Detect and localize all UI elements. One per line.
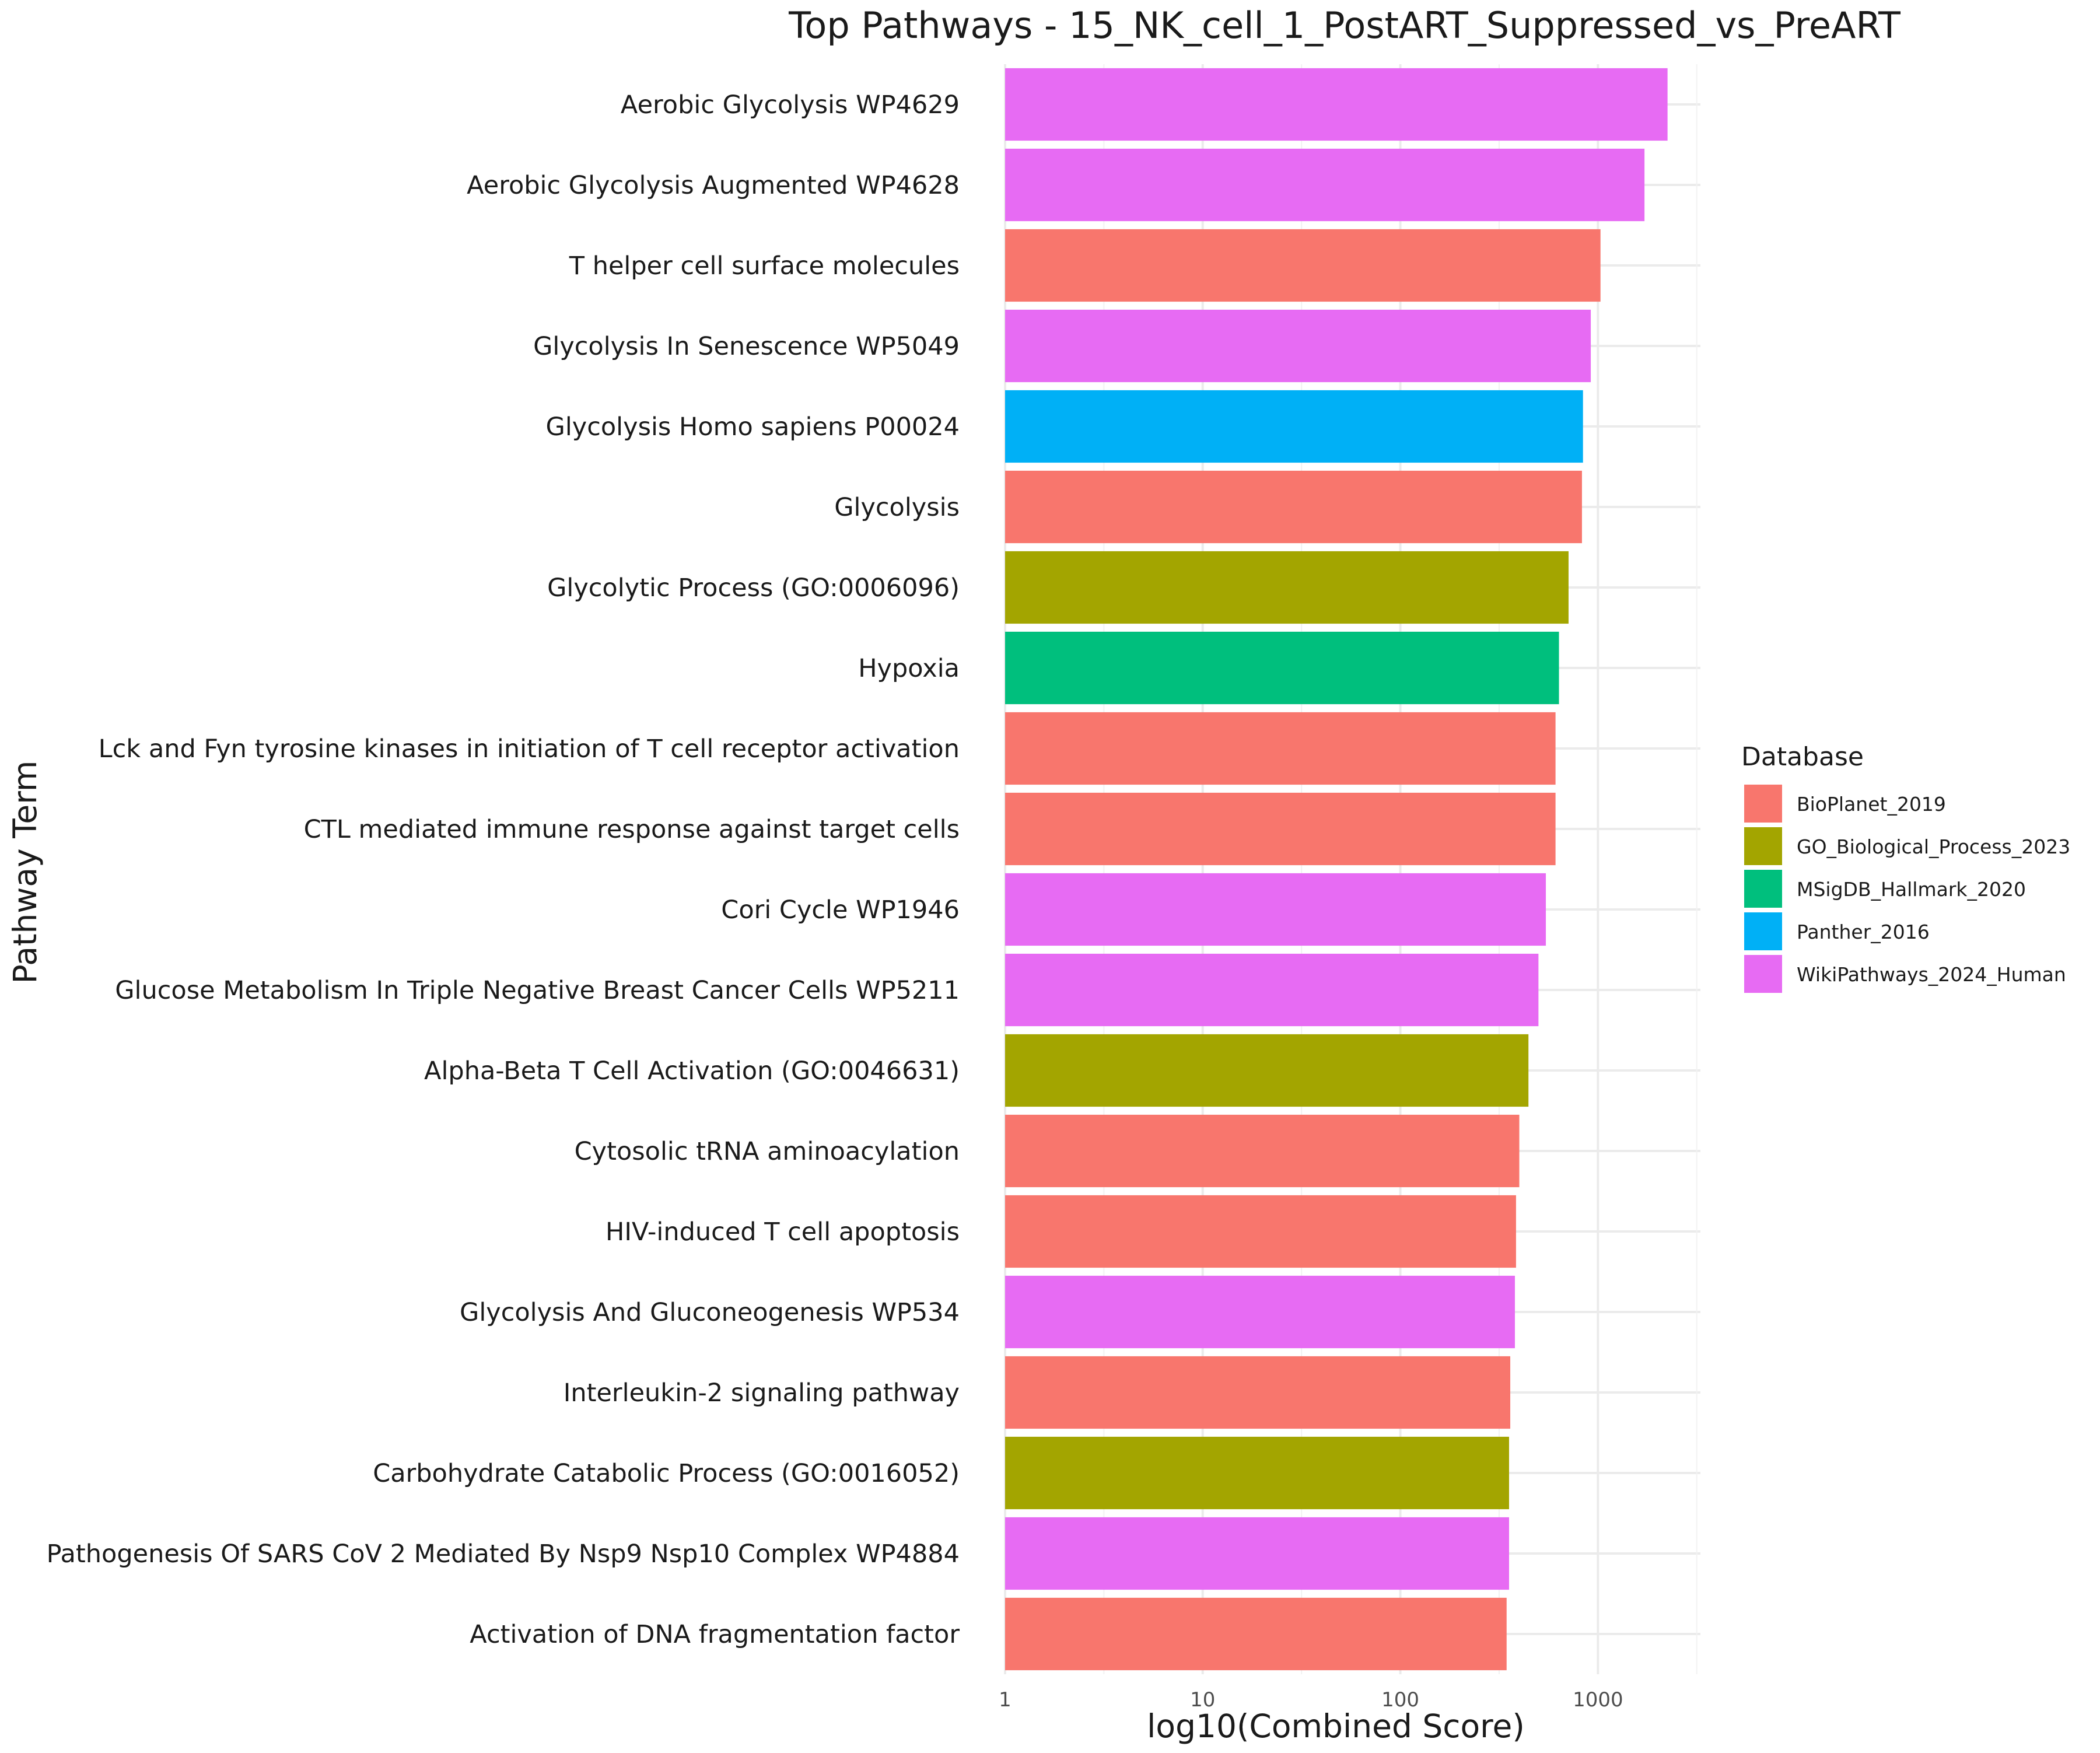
bar [1005, 1517, 1509, 1590]
y-tick-label: T helper cell surface molecules [569, 251, 960, 281]
bar [1005, 229, 1601, 302]
legend-swatch [1744, 785, 1782, 823]
chart-title: Top Pathways - 15_NK_cell_1_PostART_Supp… [788, 4, 1901, 47]
y-tick-label: Lck and Fyn tyrosine kinases in initiati… [99, 734, 960, 764]
bar [1005, 390, 1583, 463]
x-tick-label: 1 [999, 1688, 1012, 1712]
bar [1005, 470, 1582, 544]
y-tick-label: Glycolysis And Gluconeogenesis WP534 [460, 1298, 960, 1327]
grid-lines [1004, 64, 1700, 1674]
bar [1005, 953, 1539, 1027]
x-tick-label: 10 [1190, 1688, 1215, 1712]
legend-swatch [1744, 955, 1782, 993]
legend-label: MSigDB_Hallmark_2020 [1797, 878, 2026, 901]
bar [1005, 631, 1559, 705]
x-axis-title: log10(Combined Score) [1147, 1707, 1525, 1745]
bar [1005, 1436, 1509, 1510]
y-tick-label: Alpha-Beta T Cell Activation (GO:0046631… [424, 1056, 960, 1086]
y-tick-label: Interleukin-2 signaling pathway [564, 1378, 960, 1408]
x-tick-labels: 1 10 100 1000 [999, 1688, 1623, 1712]
bar [1005, 1275, 1515, 1349]
bar [1005, 1195, 1516, 1268]
bars [1005, 68, 1668, 1671]
legend-swatch [1744, 827, 1782, 865]
bar [1005, 873, 1546, 946]
bar [1005, 792, 1556, 866]
x-tick-label: 1000 [1573, 1688, 1623, 1712]
bar [1005, 1034, 1529, 1107]
y-tick-label: CTL mediated immune response against tar… [304, 815, 960, 844]
bar [1005, 712, 1556, 785]
legend-items: BioPlanet_2019 GO_Biological_Process_2023… [1744, 785, 2070, 993]
legend-label: WikiPathways_2024_Human [1797, 963, 2066, 986]
bar [1005, 1114, 1520, 1188]
y-tick-label: HIV-induced T cell apoptosis [606, 1217, 960, 1247]
legend-label: Panther_2016 [1797, 921, 1930, 943]
y-tick-label: Cytosolic tRNA aminoacylation [575, 1137, 960, 1166]
bar [1005, 68, 1668, 141]
y-tick-label: Hypoxia [858, 654, 960, 683]
bar [1005, 148, 1645, 222]
y-tick-label: Glucose Metabolism In Triple Negative Br… [115, 976, 960, 1005]
y-tick-label: Glycolysis In Senescence WP5049 [533, 332, 960, 361]
legend-swatch [1744, 912, 1782, 950]
y-tick-label: Glycolysis [834, 493, 960, 522]
y-tick-label: Carbohydrate Catabolic Process (GO:00160… [373, 1459, 960, 1488]
y-tick-label: Aerobic Glycolysis WP4629 [621, 90, 960, 120]
y-tick-label: Activation of DNA fragmentation factor [470, 1620, 960, 1649]
y-tick-label: Cori Cycle WP1946 [721, 895, 960, 925]
legend: Database BioPlanet_2019 GO_Biological_Pro… [1741, 742, 2070, 993]
legend-label: BioPlanet_2019 [1797, 793, 1946, 816]
y-tick-label: Pathogenesis Of SARS CoV 2 Mediated By N… [47, 1539, 960, 1569]
bar [1005, 1356, 1511, 1429]
bar [1005, 309, 1591, 383]
legend-title: Database [1741, 742, 1864, 772]
bar [1005, 1597, 1507, 1671]
legend-label: GO_Biological_Process_2023 [1797, 835, 2070, 858]
x-tick-label: 100 [1381, 1688, 1419, 1712]
bar [1005, 551, 1569, 624]
y-tick-label: Aerobic Glycolysis Augmented WP4628 [467, 171, 960, 200]
y-tick-labels: Aerobic Glycolysis WP4629 Aerobic Glycoly… [47, 90, 960, 1649]
y-axis-title: Pathway Term [6, 761, 44, 984]
legend-swatch [1744, 870, 1782, 908]
y-tick-label: Glycolytic Process (GO:0006096) [547, 573, 960, 603]
y-tick-label: Glycolysis Homo sapiens P00024 [546, 412, 960, 442]
